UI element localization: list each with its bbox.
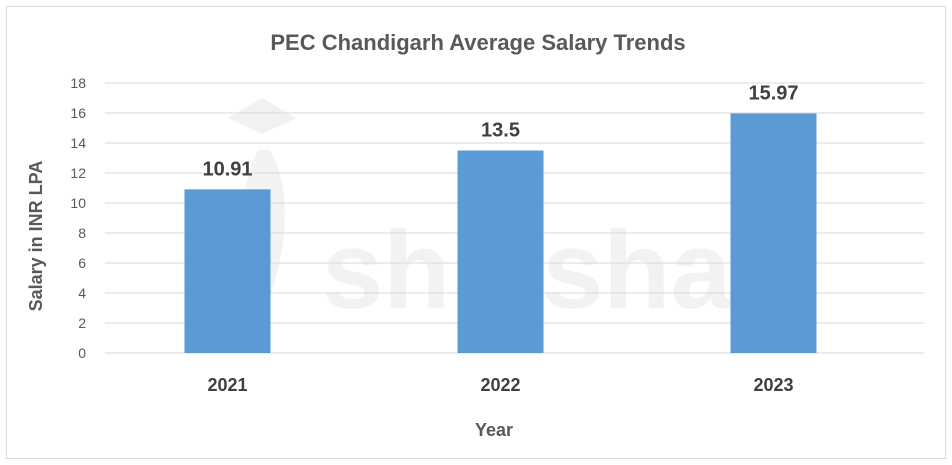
y-tick-label: 2 [78, 315, 86, 331]
y-tick-label: 16 [70, 105, 86, 121]
y-tick-label: 10 [70, 195, 86, 211]
y-tick-label: 18 [70, 75, 86, 91]
y-tick-label: 14 [70, 135, 86, 151]
x-axis-categories: 2021 2022 2023 [207, 375, 793, 395]
data-labels: 10.91 13.5 15.97 [202, 82, 798, 180]
x-tick-label: 2021 [207, 375, 247, 395]
data-label: 15.97 [748, 82, 798, 104]
bar-2023[interactable] [730, 113, 817, 353]
x-tick-label: 2022 [480, 375, 520, 395]
bar-2021[interactable] [184, 189, 271, 353]
y-axis-title: Salary in INR LPA [26, 161, 46, 312]
bar-2022[interactable] [457, 150, 544, 354]
watermark-cap-icon [228, 98, 296, 134]
y-tick-label: 0 [78, 345, 86, 361]
y-tick-label: 8 [78, 225, 86, 241]
y-axis-ticks: 0 2 4 6 8 10 12 14 16 18 [70, 75, 86, 361]
data-label: 13.5 [481, 120, 520, 142]
x-tick-label: 2023 [753, 375, 793, 395]
x-axis-title: Year [475, 420, 513, 440]
y-tick-label: 6 [78, 255, 86, 271]
data-label: 10.91 [202, 158, 252, 180]
y-tick-label: 4 [78, 285, 86, 301]
chart-title: PEC Chandigarh Average Salary Trends [270, 30, 685, 55]
bars [184, 113, 817, 354]
y-tick-label: 12 [70, 165, 86, 181]
